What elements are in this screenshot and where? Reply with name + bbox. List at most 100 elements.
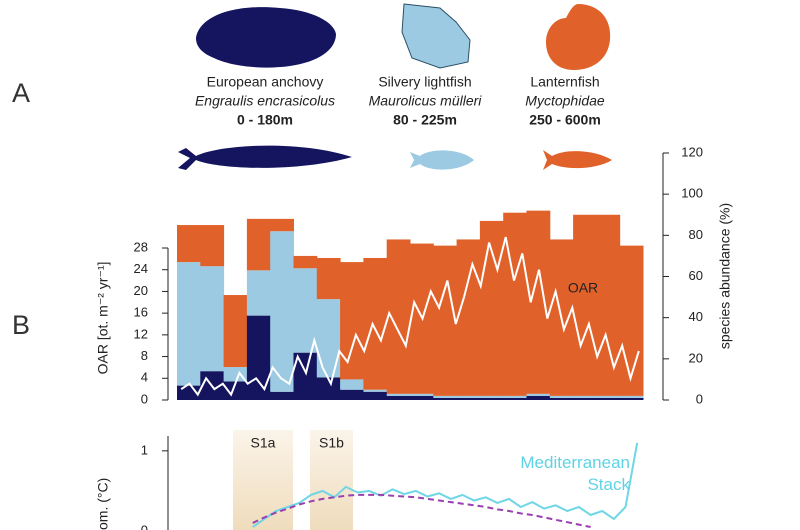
y2-tick-label: 80 <box>689 227 703 242</box>
area-step <box>246 218 271 271</box>
area-step <box>526 393 551 396</box>
y-tick-label: 8 <box>141 348 148 363</box>
species-name: Silvery lightfish <box>378 74 471 90</box>
y-tick-label: 28 <box>134 239 148 254</box>
y-tick-label: 4 <box>141 370 148 385</box>
area-step <box>479 397 504 400</box>
area-step <box>526 210 551 394</box>
line-label: OAR <box>568 280 598 296</box>
area-step <box>433 397 458 400</box>
area-step <box>270 231 294 392</box>
band-label: S1b <box>319 435 344 451</box>
period-band <box>310 430 353 530</box>
area-step <box>316 299 341 378</box>
area-step <box>223 295 248 368</box>
area-step <box>503 395 527 398</box>
area-step <box>293 268 318 353</box>
area-step <box>363 391 388 400</box>
area-step <box>619 397 644 400</box>
panel-label: B <box>12 310 30 340</box>
y-tick-label: 20 <box>134 283 148 298</box>
y2-tick-label: 120 <box>681 144 703 159</box>
y-axis-label: om. (°C) <box>95 478 111 530</box>
area-step <box>223 367 248 382</box>
area-step <box>386 395 411 400</box>
panel-c: S1a S1b 0 1 om. (°C) <box>95 430 639 530</box>
area-step <box>573 395 597 398</box>
area-step <box>246 315 271 400</box>
y2-axis-label: species abundance (%) <box>717 203 733 349</box>
area-step <box>433 395 458 398</box>
area-step <box>573 214 597 396</box>
area-step <box>479 395 504 398</box>
area-step <box>340 389 364 400</box>
area-step <box>293 352 318 400</box>
data-line <box>180 236 640 397</box>
y-tick-label: 0 <box>141 522 148 530</box>
area-step <box>270 391 294 400</box>
area-step <box>410 395 434 400</box>
y-tick-label: 24 <box>134 261 148 276</box>
period-band <box>233 430 293 530</box>
area-step <box>410 393 434 396</box>
area-step <box>573 397 597 400</box>
area-step <box>386 239 411 394</box>
band-label: S1a <box>251 435 276 451</box>
area-step <box>200 266 225 372</box>
species-depth: 0 - 180m <box>237 112 293 128</box>
species-labels: European anchovy Engraulis encrasicolus 0 … <box>195 74 605 128</box>
area-step <box>363 389 388 392</box>
area-step <box>177 262 201 386</box>
area-step <box>596 395 621 398</box>
y-tick-label: 0 <box>141 391 148 406</box>
y2-tick-label: 0 <box>696 391 703 406</box>
series-label: Mediterranean Stack <box>520 453 630 494</box>
species-depth: 250 - 600m <box>529 112 601 128</box>
y-tick-label: 16 <box>134 305 148 320</box>
lightfish-icon <box>401 3 471 69</box>
area-step <box>549 395 574 398</box>
area-step <box>549 397 574 400</box>
y2-tick-label: 20 <box>689 350 703 365</box>
area-step <box>340 262 364 380</box>
area-step <box>316 257 341 300</box>
anchovy-small <box>178 145 352 170</box>
species-latin: Maurolicus mülleri <box>369 93 483 109</box>
anchovy-icon <box>196 7 336 68</box>
panel-label: A <box>12 78 30 108</box>
species-depth: 80 - 225m <box>393 112 457 128</box>
lanternfish-small <box>543 150 612 170</box>
area-step <box>246 270 271 316</box>
area-step <box>200 225 225 267</box>
area-step <box>619 395 644 398</box>
y2-tick-label: 60 <box>689 268 703 283</box>
area-step <box>177 225 201 263</box>
area-step <box>596 397 621 400</box>
lightfish-small <box>410 150 474 170</box>
area-step <box>526 395 551 400</box>
area-step <box>386 393 411 396</box>
area-step <box>293 255 318 269</box>
area-step <box>340 379 364 390</box>
area-step <box>456 397 481 400</box>
y2-tick-label: 100 <box>681 186 703 201</box>
data-line <box>252 493 591 528</box>
panel-b: 0 20 40 60 80 100 120 species abundance (%) 0 4 8 1… <box>95 144 733 406</box>
lanternfish-icon <box>546 4 611 70</box>
area-step <box>433 245 458 396</box>
species-latin: Engraulis encrasicolus <box>195 93 335 109</box>
data-line <box>252 442 639 528</box>
y-tick-label: 12 <box>134 326 148 341</box>
y-axis-label: OAR [ot. m⁻² yr⁻¹] <box>95 262 111 375</box>
area-step <box>223 381 248 400</box>
y2-tick-label: 40 <box>689 309 703 324</box>
species-name: Lanternfish <box>530 74 599 90</box>
area-step <box>316 377 341 400</box>
species-name: European anchovy <box>207 74 324 90</box>
y-tick-label: 1 <box>141 442 148 457</box>
fish-icons <box>178 3 612 170</box>
species-latin: Myctophidae <box>525 93 605 109</box>
area-step <box>363 257 388 390</box>
